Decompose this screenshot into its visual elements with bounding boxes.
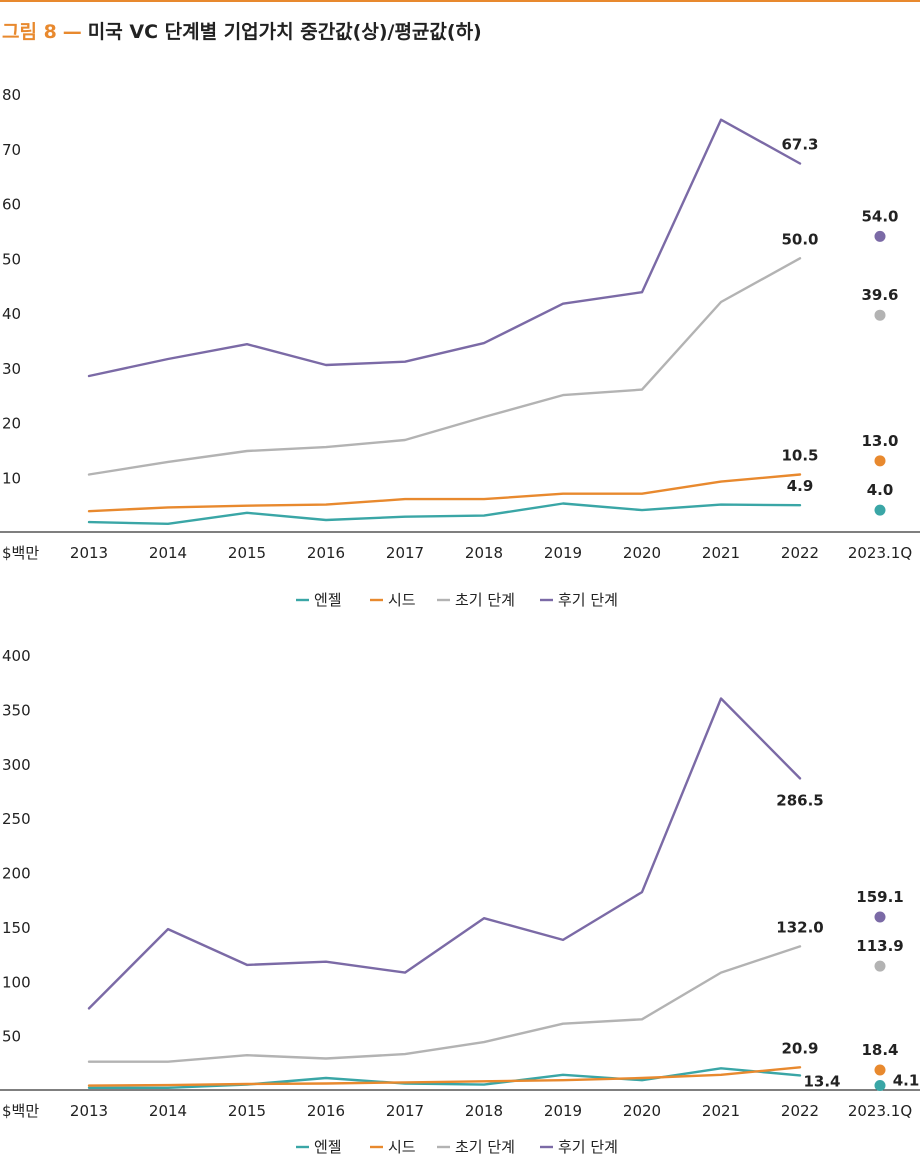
- y-tick-label: 50: [2, 1028, 21, 1046]
- data-label-2022-late: 286.5: [776, 791, 823, 809]
- y-tick-label: 100: [2, 973, 31, 991]
- data-label-q1-seed: 13.0: [861, 432, 898, 450]
- y-tick-label: 70: [2, 141, 21, 159]
- x-tick-label: 2017: [386, 1102, 424, 1120]
- figure-label: 그림 8: [2, 21, 57, 43]
- series-line-seed: [87, 1066, 802, 1087]
- y-tick-label: 40: [2, 305, 21, 323]
- y-tick-label: 400: [2, 647, 31, 665]
- data-label-2022-angel: 13.4: [803, 1072, 840, 1090]
- unit-label: $백만: [2, 544, 39, 562]
- q1-2023-point-early: [874, 960, 886, 972]
- q1-2023-point-seed: [874, 1064, 886, 1076]
- legend-label-early: 초기 단계: [455, 591, 515, 609]
- x-tick-label: 2022: [781, 544, 819, 562]
- x-tick-label: 2013: [70, 1102, 108, 1120]
- data-label-q1-early: 113.9: [856, 937, 903, 955]
- y-tick-label: 10: [2, 469, 21, 487]
- y-tick-label: 150: [2, 919, 31, 937]
- q1-2023-point-late: [874, 230, 886, 242]
- legend-label-seed: 시드: [388, 591, 416, 609]
- top-accent-rule: [0, 0, 920, 2]
- data-label-2022-early: 50.0: [781, 230, 818, 248]
- legend-label-angel: 엔젤: [314, 591, 342, 609]
- figure-title: 그림 8— 미국 VC 단계별 기업가치 중간값(상)/평균값(하): [2, 17, 482, 44]
- x-tick-label: 2022: [781, 1102, 819, 1120]
- q1-2023-point-early: [874, 309, 886, 321]
- legend-label-early: 초기 단계: [455, 1138, 515, 1156]
- series-line-angel: [87, 1067, 802, 1089]
- legend-label-late: 후기 단계: [558, 1138, 618, 1156]
- x-tick-label: 2016: [307, 544, 345, 562]
- x-tick-label: 2023.1Q: [848, 544, 912, 562]
- x-tick-label: 2019: [544, 544, 582, 562]
- y-tick-label: 300: [2, 756, 31, 774]
- q1-2023-point-angel: [874, 504, 886, 516]
- x-tick-label: 2014: [149, 1102, 187, 1120]
- x-tick-label: 2019: [544, 1102, 582, 1120]
- title-separator: —: [62, 21, 82, 43]
- data-label-q1-early: 39.6: [861, 286, 898, 304]
- data-label-2022-early: 132.0: [776, 918, 823, 936]
- x-tick-label: 2014: [149, 544, 187, 562]
- x-tick-label: 2016: [307, 1102, 345, 1120]
- data-label-2022-angel: 4.9: [787, 477, 814, 495]
- unit-label: $백만: [2, 1102, 39, 1120]
- y-tick-label: 80: [2, 86, 21, 104]
- x-tick-label: 2020: [623, 1102, 661, 1120]
- y-tick-label: 30: [2, 360, 21, 378]
- x-tick-label: 2018: [465, 1102, 503, 1120]
- y-tick-label: 50: [2, 250, 21, 268]
- y-tick-label: 350: [2, 701, 31, 719]
- legend-label-angel: 엔젤: [314, 1138, 342, 1156]
- median-valuation-chart: 10 20 30 40 50 60 70 80 $백만 2013 2014 2015 2016 2017 2…: [0, 86, 920, 609]
- data-label-2022-seed: 10.5: [781, 447, 818, 465]
- y-tick-label: 20: [2, 415, 21, 433]
- data-label-2022-late: 67.3: [781, 136, 818, 154]
- data-label-q1-late: 54.0: [861, 207, 898, 225]
- data-label-2022-seed: 20.9: [781, 1039, 818, 1057]
- x-tick-label: 2017: [386, 544, 424, 562]
- series-line-early: [87, 945, 802, 1063]
- series-line-seed: [87, 473, 802, 513]
- data-label-q1-seed: 18.4: [861, 1041, 898, 1059]
- data-label-q1-late: 159.1: [856, 888, 903, 906]
- x-tick-label: 2021: [702, 544, 740, 562]
- y-tick-label: 60: [2, 196, 21, 214]
- x-tick-label: 2021: [702, 1102, 740, 1120]
- x-tick-label: 2013: [70, 544, 108, 562]
- x-tick-label: 2020: [623, 544, 661, 562]
- data-label-q1-angel: 4.0: [867, 481, 894, 499]
- q1-2023-point-seed: [874, 455, 886, 467]
- x-tick-label: 2018: [465, 544, 503, 562]
- x-tick-label: 2023.1Q: [848, 1102, 912, 1120]
- y-tick-label: 200: [2, 865, 31, 883]
- x-tick-label: 2015: [228, 544, 266, 562]
- data-label-q1-angel: 4.1: [893, 1072, 920, 1090]
- series-line-late: [87, 697, 802, 1010]
- mean-valuation-chart: 50 100 150 200 250 300 350 400 $백만 2013 2014 2015 20…: [0, 647, 920, 1156]
- series-line-early: [87, 257, 802, 476]
- q1-2023-point-late: [874, 911, 886, 923]
- figure-title-text: 미국 VC 단계별 기업가치 중간값(상)/평균값(하): [87, 21, 482, 43]
- y-tick-label: 250: [2, 810, 31, 828]
- q1-2023-point-angel: [874, 1080, 886, 1092]
- legend-label-seed: 시드: [388, 1138, 416, 1156]
- legend-label-late: 후기 단계: [558, 591, 618, 609]
- series-line-angel: [87, 502, 802, 525]
- x-tick-label: 2015: [228, 1102, 266, 1120]
- series-line-late: [87, 118, 802, 378]
